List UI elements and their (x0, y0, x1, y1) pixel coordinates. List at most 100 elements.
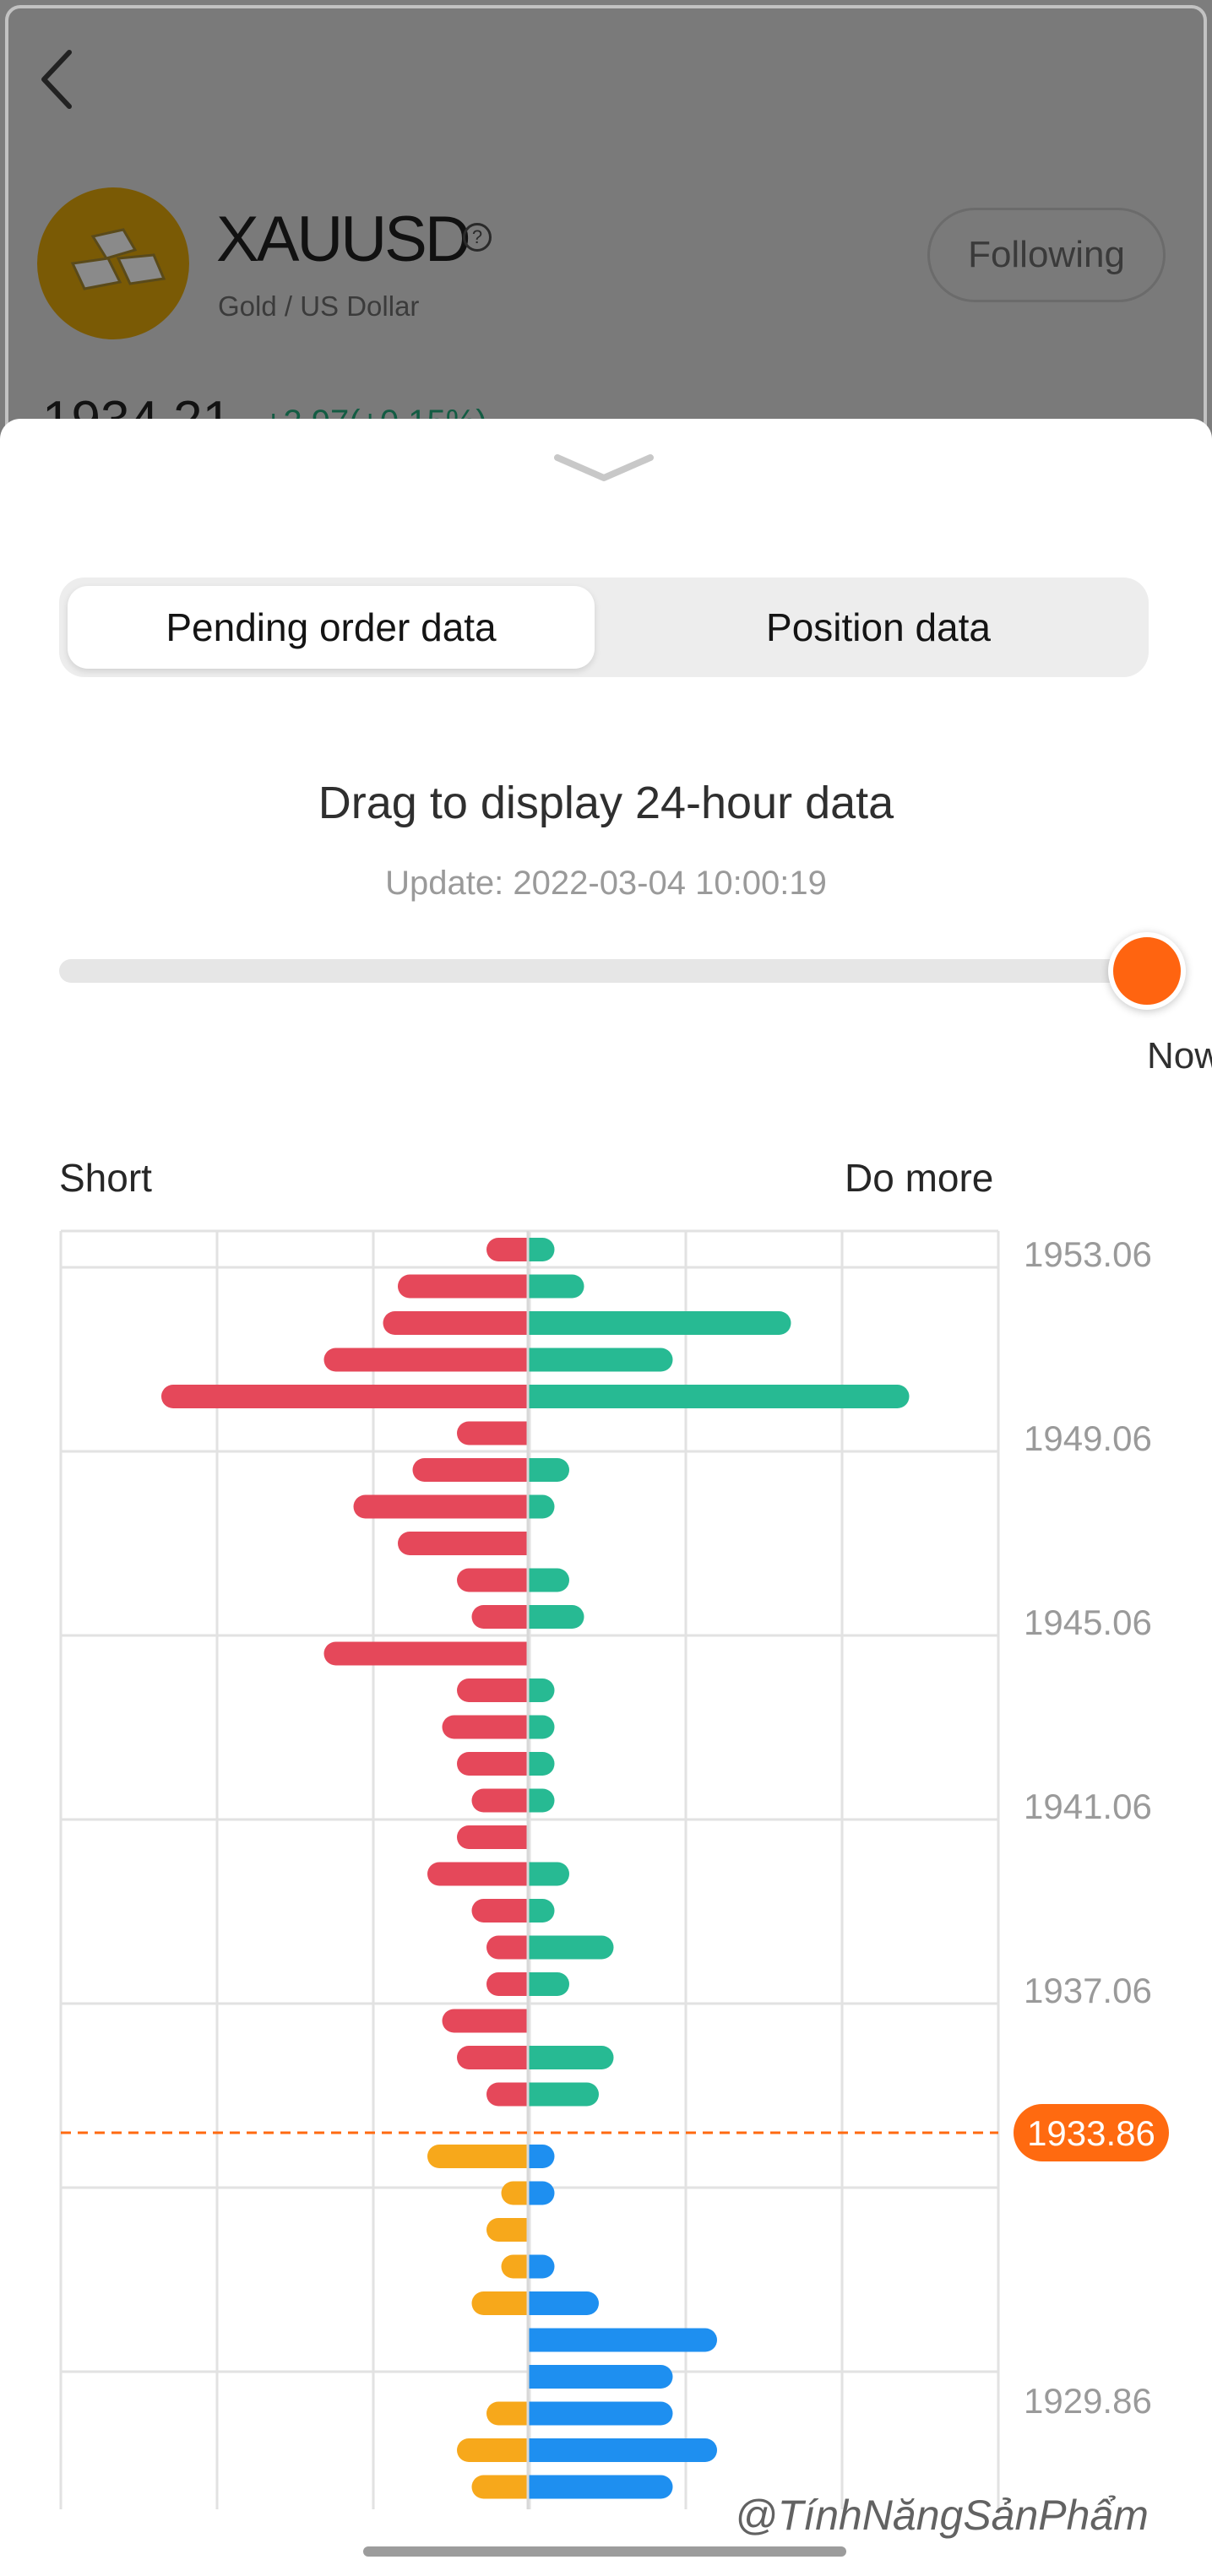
price-tick-label: 1953.06 (1024, 1234, 1152, 1274)
long-order-bar-edge (528, 2181, 540, 2205)
short-order-bar-edge (516, 1678, 528, 1702)
long-order-bar (528, 1605, 584, 1629)
short-order-bar-edge (516, 2438, 528, 2462)
short-order-bar (442, 2009, 528, 2033)
long-order-bar (528, 2291, 599, 2315)
price-tick-label: 1929.86 (1024, 2381, 1152, 2421)
long-order-bar-edge (528, 2291, 540, 2315)
long-order-bar-edge (528, 1605, 540, 1629)
back-arrow-icon[interactable] (37, 47, 78, 111)
price-tick-label: 1949.06 (1024, 1418, 1152, 1458)
short-order-bar (457, 1825, 528, 1849)
long-order-bar-edge (528, 1568, 540, 1592)
time-slider-handle[interactable] (1108, 932, 1186, 1010)
long-order-bar-edge (528, 2082, 540, 2107)
time-slider-track[interactable] (59, 959, 1160, 983)
short-order-bar-edge (516, 2291, 528, 2315)
long-order-bar-edge (528, 1752, 540, 1776)
long-order-bar-edge (528, 2046, 540, 2069)
short-order-bar (323, 1641, 528, 1666)
short-order-bar-edge (516, 1972, 528, 1996)
short-order-bar-edge (516, 2218, 528, 2242)
short-order-bar (427, 2145, 528, 2168)
following-button[interactable]: Following (927, 208, 1166, 302)
short-order-bar-edge (516, 1862, 528, 1886)
long-label: Do more (845, 1156, 994, 1200)
short-order-bar-edge (516, 2082, 528, 2107)
short-order-bar (457, 1568, 528, 1592)
short-order-bar (471, 2291, 528, 2315)
short-order-bar-edge (516, 1348, 528, 1372)
long-order-bar-edge (528, 1238, 540, 1261)
short-order-bar-edge (516, 1605, 528, 1629)
drag-instruction: Drag to display 24-hour data (318, 778, 894, 828)
short-order-bar-edge (516, 1752, 528, 1776)
short-order-bar-edge (516, 1935, 528, 1960)
short-label: Short (59, 1156, 152, 1200)
short-order-bar-edge (516, 1715, 528, 1739)
order-depth-chart: 1953.06 1949.06 1945.06 1941.06 1937.06 1929.… (59, 1229, 1169, 2509)
update-timestamp: Update: 2022-03-04 10:00:19 (385, 865, 827, 902)
short-order-bar (471, 2475, 528, 2499)
long-order-bar-edge (528, 1348, 540, 1372)
long-order-bar (528, 2475, 673, 2499)
short-order-bar (457, 2046, 528, 2069)
home-indicator[interactable] (363, 2546, 846, 2557)
gold-bars-icon (37, 187, 189, 339)
long-order-bar (528, 1385, 910, 1408)
long-order-bar-edge (528, 1935, 540, 1960)
long-order-bar-edge (528, 1788, 540, 1813)
long-order-bar-edge (528, 2438, 540, 2462)
short-order-bar-edge (516, 1568, 528, 1592)
data-type-segmented-control: Pending order data Position data (59, 578, 1149, 677)
long-order-bar-edge (528, 1385, 540, 1408)
short-order-bar (457, 1421, 528, 1445)
order-book-sheet: Pending order data Position data Drag to… (0, 419, 1212, 2576)
symbol-title: XAUUSD (216, 203, 471, 275)
short-order-bar-edge (516, 1311, 528, 1335)
symbol-subtitle: Gold / US Dollar (218, 290, 420, 322)
long-order-bar-edge (528, 1678, 540, 1702)
long-order-bar (528, 1311, 791, 1335)
short-order-bar (442, 1715, 528, 1739)
short-order-bar (471, 1899, 528, 1923)
short-order-bar (412, 1458, 528, 1482)
chevron-down-icon[interactable] (552, 453, 655, 490)
short-order-bar-edge (516, 2475, 528, 2499)
short-order-bar (457, 1752, 528, 1776)
short-order-bar (383, 1311, 528, 1335)
long-order-bar (528, 2401, 673, 2426)
short-order-bar-edge (516, 1899, 528, 1923)
help-icon[interactable]: ? (463, 223, 492, 252)
long-order-bar-edge (528, 2401, 540, 2426)
short-order-bar (471, 1605, 528, 1629)
long-order-bar (528, 2438, 717, 2462)
price-tick-label: 1941.06 (1024, 1787, 1152, 1826)
long-order-bar (528, 2328, 717, 2352)
long-order-bar (528, 1935, 614, 1960)
long-order-bar-edge (528, 1862, 540, 1886)
short-order-bar-edge (516, 1641, 528, 1666)
short-order-bar (161, 1385, 528, 1408)
tab-pending-order-data[interactable]: Pending order data (68, 586, 595, 669)
short-order-bar (471, 1788, 528, 1813)
short-order-bar-edge (516, 2046, 528, 2069)
short-order-bar-edge (516, 1274, 528, 1299)
long-order-bar-edge (528, 1715, 540, 1739)
short-order-bar-edge (516, 1788, 528, 1813)
long-order-bar-edge (528, 2328, 540, 2352)
price-tick-label: 1937.06 (1024, 1971, 1152, 2010)
short-order-bar-edge (516, 1532, 528, 1555)
short-order-bar-edge (516, 1238, 528, 1261)
short-order-bar-edge (516, 2254, 528, 2279)
slider-now-label: Now (1147, 1035, 1212, 1076)
long-order-bar-edge (528, 1899, 540, 1923)
long-order-bar-edge (528, 1274, 540, 1299)
long-order-bar (528, 2082, 599, 2107)
tab-position-data[interactable]: Position data (766, 605, 991, 649)
short-order-bar-edge (516, 2181, 528, 2205)
long-order-bar-edge (528, 2145, 540, 2168)
watermark: @TínhNăngSảnPhẩm (735, 2492, 1149, 2539)
short-order-bar-edge (516, 1494, 528, 1519)
short-order-bar (427, 1862, 528, 1886)
